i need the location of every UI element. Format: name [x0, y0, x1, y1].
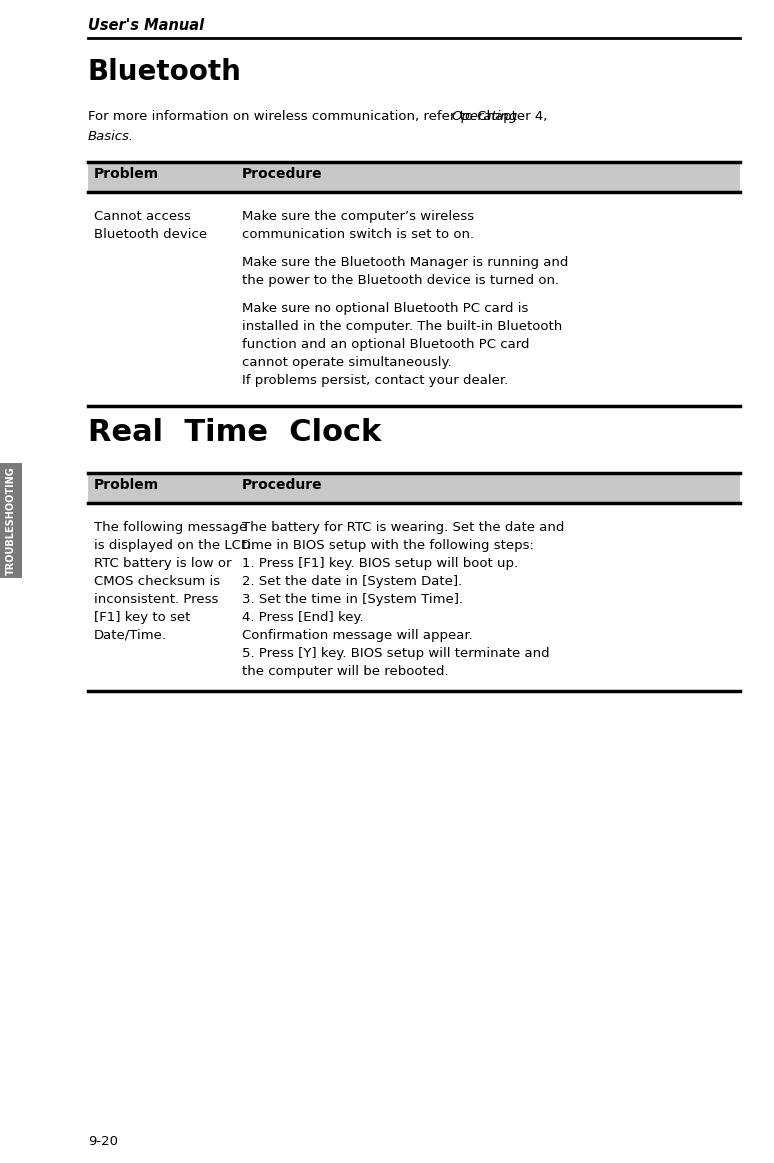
Bar [88, 162, 740, 192]
Text: 2. Set the date in [System Date].: 2. Set the date in [System Date]. [242, 575, 462, 588]
Bar [0, 463, 22, 578]
Text: 9-20: 9-20 [88, 1135, 118, 1148]
Text: Procedure: Procedure [242, 478, 323, 492]
Text: The following message: The following message [94, 521, 247, 534]
Text: Cannot access: Cannot access [94, 211, 191, 223]
Text: If problems persist, contact your dealer.: If problems persist, contact your dealer… [242, 374, 509, 387]
Text: Real  Time  Clock: Real Time Clock [88, 418, 382, 447]
Text: Bluetooth device: Bluetooth device [94, 228, 207, 241]
Text: CMOS checksum is: CMOS checksum is [94, 575, 220, 588]
Text: Procedure: Procedure [242, 167, 323, 181]
Text: 3. Set the time in [System Time].: 3. Set the time in [System Time]. [242, 593, 463, 606]
Text: cannot operate simultaneously.: cannot operate simultaneously. [242, 356, 452, 369]
Text: RTC battery is low or: RTC battery is low or [94, 557, 231, 570]
Text: [F1] key to set: [F1] key to set [94, 611, 190, 625]
Text: Make sure the Bluetooth Manager is running and: Make sure the Bluetooth Manager is runni… [242, 256, 568, 269]
Text: Problem: Problem [94, 167, 159, 181]
Text: time in BIOS setup with the following steps:: time in BIOS setup with the following st… [242, 538, 534, 552]
Text: function and an optional Bluetooth PC card: function and an optional Bluetooth PC ca… [242, 338, 529, 351]
Text: communication switch is set to on.: communication switch is set to on. [242, 228, 474, 241]
Text: TROUBLESHOOTING: TROUBLESHOOTING [6, 466, 16, 575]
Text: Confirmation message will appear.: Confirmation message will appear. [242, 629, 473, 642]
Text: inconsistent. Press: inconsistent. Press [94, 593, 218, 606]
Text: Make sure the computer’s wireless: Make sure the computer’s wireless [242, 211, 474, 223]
Text: the computer will be rebooted.: the computer will be rebooted. [242, 665, 449, 678]
Text: the power to the Bluetooth device is turned on.: the power to the Bluetooth device is tur… [242, 274, 559, 287]
Text: The battery for RTC is wearing. Set the date and: The battery for RTC is wearing. Set the … [242, 521, 564, 534]
Text: 1. Press [F1] key. BIOS setup will boot up.: 1. Press [F1] key. BIOS setup will boot … [242, 557, 519, 570]
Text: 4. Press [End] key.: 4. Press [End] key. [242, 611, 364, 625]
Text: installed in the computer. The built-in Bluetooth: installed in the computer. The built-in … [242, 320, 563, 333]
Text: Problem: Problem [94, 478, 159, 492]
Text: Basics.: Basics. [88, 130, 134, 143]
Text: User's Manual: User's Manual [88, 17, 204, 33]
Text: Make sure no optional Bluetooth PC card is: Make sure no optional Bluetooth PC card … [242, 302, 529, 315]
Text: is displayed on the LCD:: is displayed on the LCD: [94, 538, 255, 552]
Text: For more information on wireless communication, refer to Chapter 4,: For more information on wireless communi… [88, 110, 552, 123]
Bar [88, 473, 740, 504]
Text: 5. Press [Y] key. BIOS setup will terminate and: 5. Press [Y] key. BIOS setup will termin… [242, 647, 550, 659]
Text: Date/Time.: Date/Time. [94, 629, 167, 642]
Text: Bluetooth: Bluetooth [88, 58, 241, 86]
Text: Operating: Operating [452, 110, 518, 123]
